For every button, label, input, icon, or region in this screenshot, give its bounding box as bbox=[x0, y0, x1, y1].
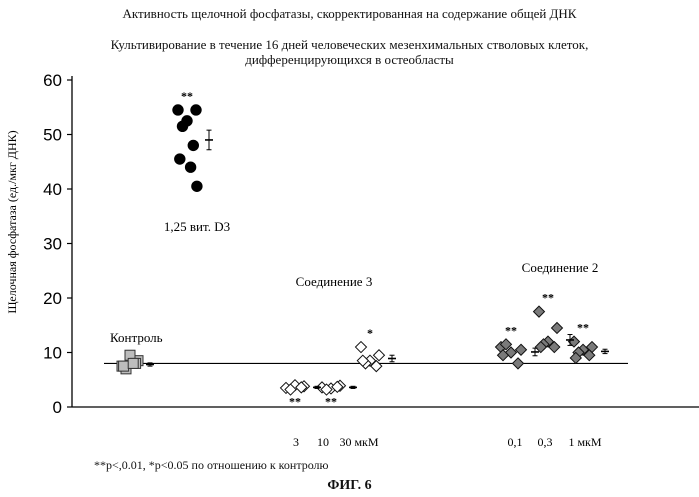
data-points bbox=[117, 105, 598, 395]
y-tick-label: 60 bbox=[43, 71, 62, 90]
label-control: Контроль bbox=[110, 330, 163, 345]
label-vitd3: 1,25 вит. D3 bbox=[164, 219, 230, 234]
vitd3-point bbox=[175, 154, 185, 164]
c3_10-significance: ** bbox=[325, 395, 337, 409]
c3_30-point bbox=[374, 350, 385, 361]
c2_01-point bbox=[513, 358, 524, 369]
y-tick-label: 10 bbox=[43, 344, 62, 363]
c2_03-significance: ** bbox=[542, 291, 554, 305]
c2_01-point bbox=[516, 344, 527, 355]
y-axis-label: Щелочная фосфатаза (ед./мкг ДНК) bbox=[5, 130, 19, 313]
y-tick-label: 20 bbox=[43, 289, 62, 308]
control-point bbox=[119, 361, 129, 371]
vitd3-point bbox=[173, 105, 183, 115]
dose-label-compound3: 10 bbox=[317, 435, 329, 449]
label-compound2: Соединение 2 bbox=[522, 260, 599, 275]
control-point bbox=[128, 358, 138, 368]
c2_03-point bbox=[552, 322, 563, 333]
vitd3-point bbox=[185, 162, 195, 172]
c2_1-significance: ** bbox=[577, 321, 589, 335]
c3_30-point bbox=[356, 342, 367, 353]
y-axis-ticks: 0 10 20 30 40 50 60 bbox=[43, 71, 72, 417]
dose-label-compound2: 1 мкМ bbox=[568, 435, 601, 449]
dose-label-compound3: 3 bbox=[293, 435, 299, 449]
dose-label-compound2: 0,1 bbox=[508, 435, 523, 449]
c2_01-significance: ** bbox=[505, 323, 517, 337]
vitd3-point bbox=[191, 105, 201, 115]
c3_3-significance: ** bbox=[289, 395, 301, 409]
significance-markers: ************* bbox=[181, 89, 589, 409]
dose-label-compound3: 30 мкМ bbox=[339, 435, 378, 449]
vitd3-point bbox=[192, 181, 202, 191]
y-tick-label: 50 bbox=[43, 126, 62, 145]
dose-label-compound2: 0,3 bbox=[538, 435, 553, 449]
y-tick-label: 0 bbox=[53, 398, 62, 417]
c3_30-significance: * bbox=[367, 326, 373, 340]
vitd3-point bbox=[177, 121, 187, 131]
chart-axes bbox=[72, 76, 699, 407]
y-tick-label: 30 bbox=[43, 235, 62, 254]
vitd3-point bbox=[188, 140, 198, 150]
significance-note: **р<,0.01, *p<0.05 по отношению к контро… bbox=[94, 458, 329, 473]
vitd3-significance: ** bbox=[181, 89, 193, 103]
label-compound3: Соединение 3 bbox=[296, 274, 373, 289]
figure-label: ФИГ. 6 bbox=[0, 478, 699, 494]
y-tick-label: 40 bbox=[43, 180, 62, 199]
c2_03-point bbox=[534, 306, 545, 317]
group-labels: Контроль 1,25 вит. D3 Соединение 3 Соединен… bbox=[110, 219, 602, 449]
